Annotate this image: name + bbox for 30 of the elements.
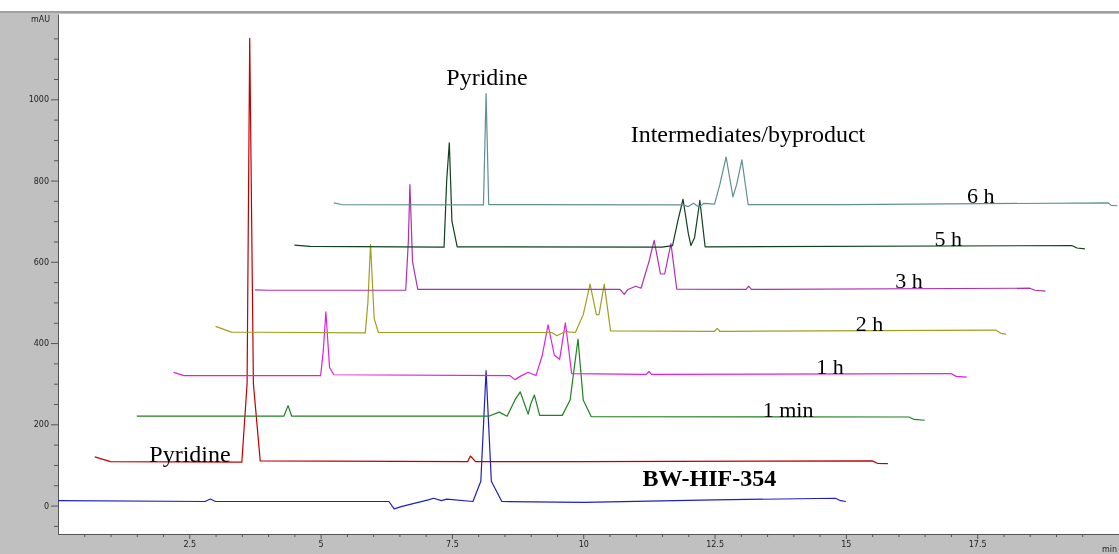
annotation: Intermediates/byproduct — [630, 121, 866, 147]
x-tick-label: 15 — [841, 540, 852, 549]
y-tick-label: 0 — [43, 501, 49, 511]
series-label: 5 h — [934, 225, 963, 251]
y-tick-label: 400 — [33, 339, 49, 349]
y-tick-label: 600 — [33, 257, 49, 267]
annotation: Pyridine — [149, 441, 231, 467]
x-tick-label: 12.5 — [706, 540, 724, 549]
line-series — [254, 184, 1047, 295]
x-axis-title: min — [1101, 545, 1117, 554]
series-label: 1 h — [816, 354, 844, 380]
line-series — [136, 338, 926, 421]
y-tick-label: 1000 — [28, 95, 49, 105]
x-tick-label: 2.5 — [183, 540, 197, 549]
line-series — [172, 311, 968, 381]
x-tick-label: 5 — [318, 540, 324, 549]
y-tick-label: 800 — [33, 176, 49, 186]
y-axis-title: mAU — [30, 15, 51, 24]
y-tick-label: 200 — [33, 420, 49, 430]
series-label: 6 h — [967, 182, 995, 208]
x-tick-label: 17.5 — [968, 540, 987, 549]
series-label: 3 h — [895, 268, 923, 294]
x-tick-label: 7.5 — [446, 540, 459, 549]
line-series — [94, 37, 889, 465]
series-label: BW-HIF-354 — [642, 464, 777, 491]
annotation: Pyridine — [446, 64, 528, 90]
series-label: 1 min — [762, 397, 814, 423]
x-tick-label: 10 — [578, 540, 589, 549]
line-series — [333, 93, 1119, 208]
series-label: 2 h — [855, 311, 884, 337]
